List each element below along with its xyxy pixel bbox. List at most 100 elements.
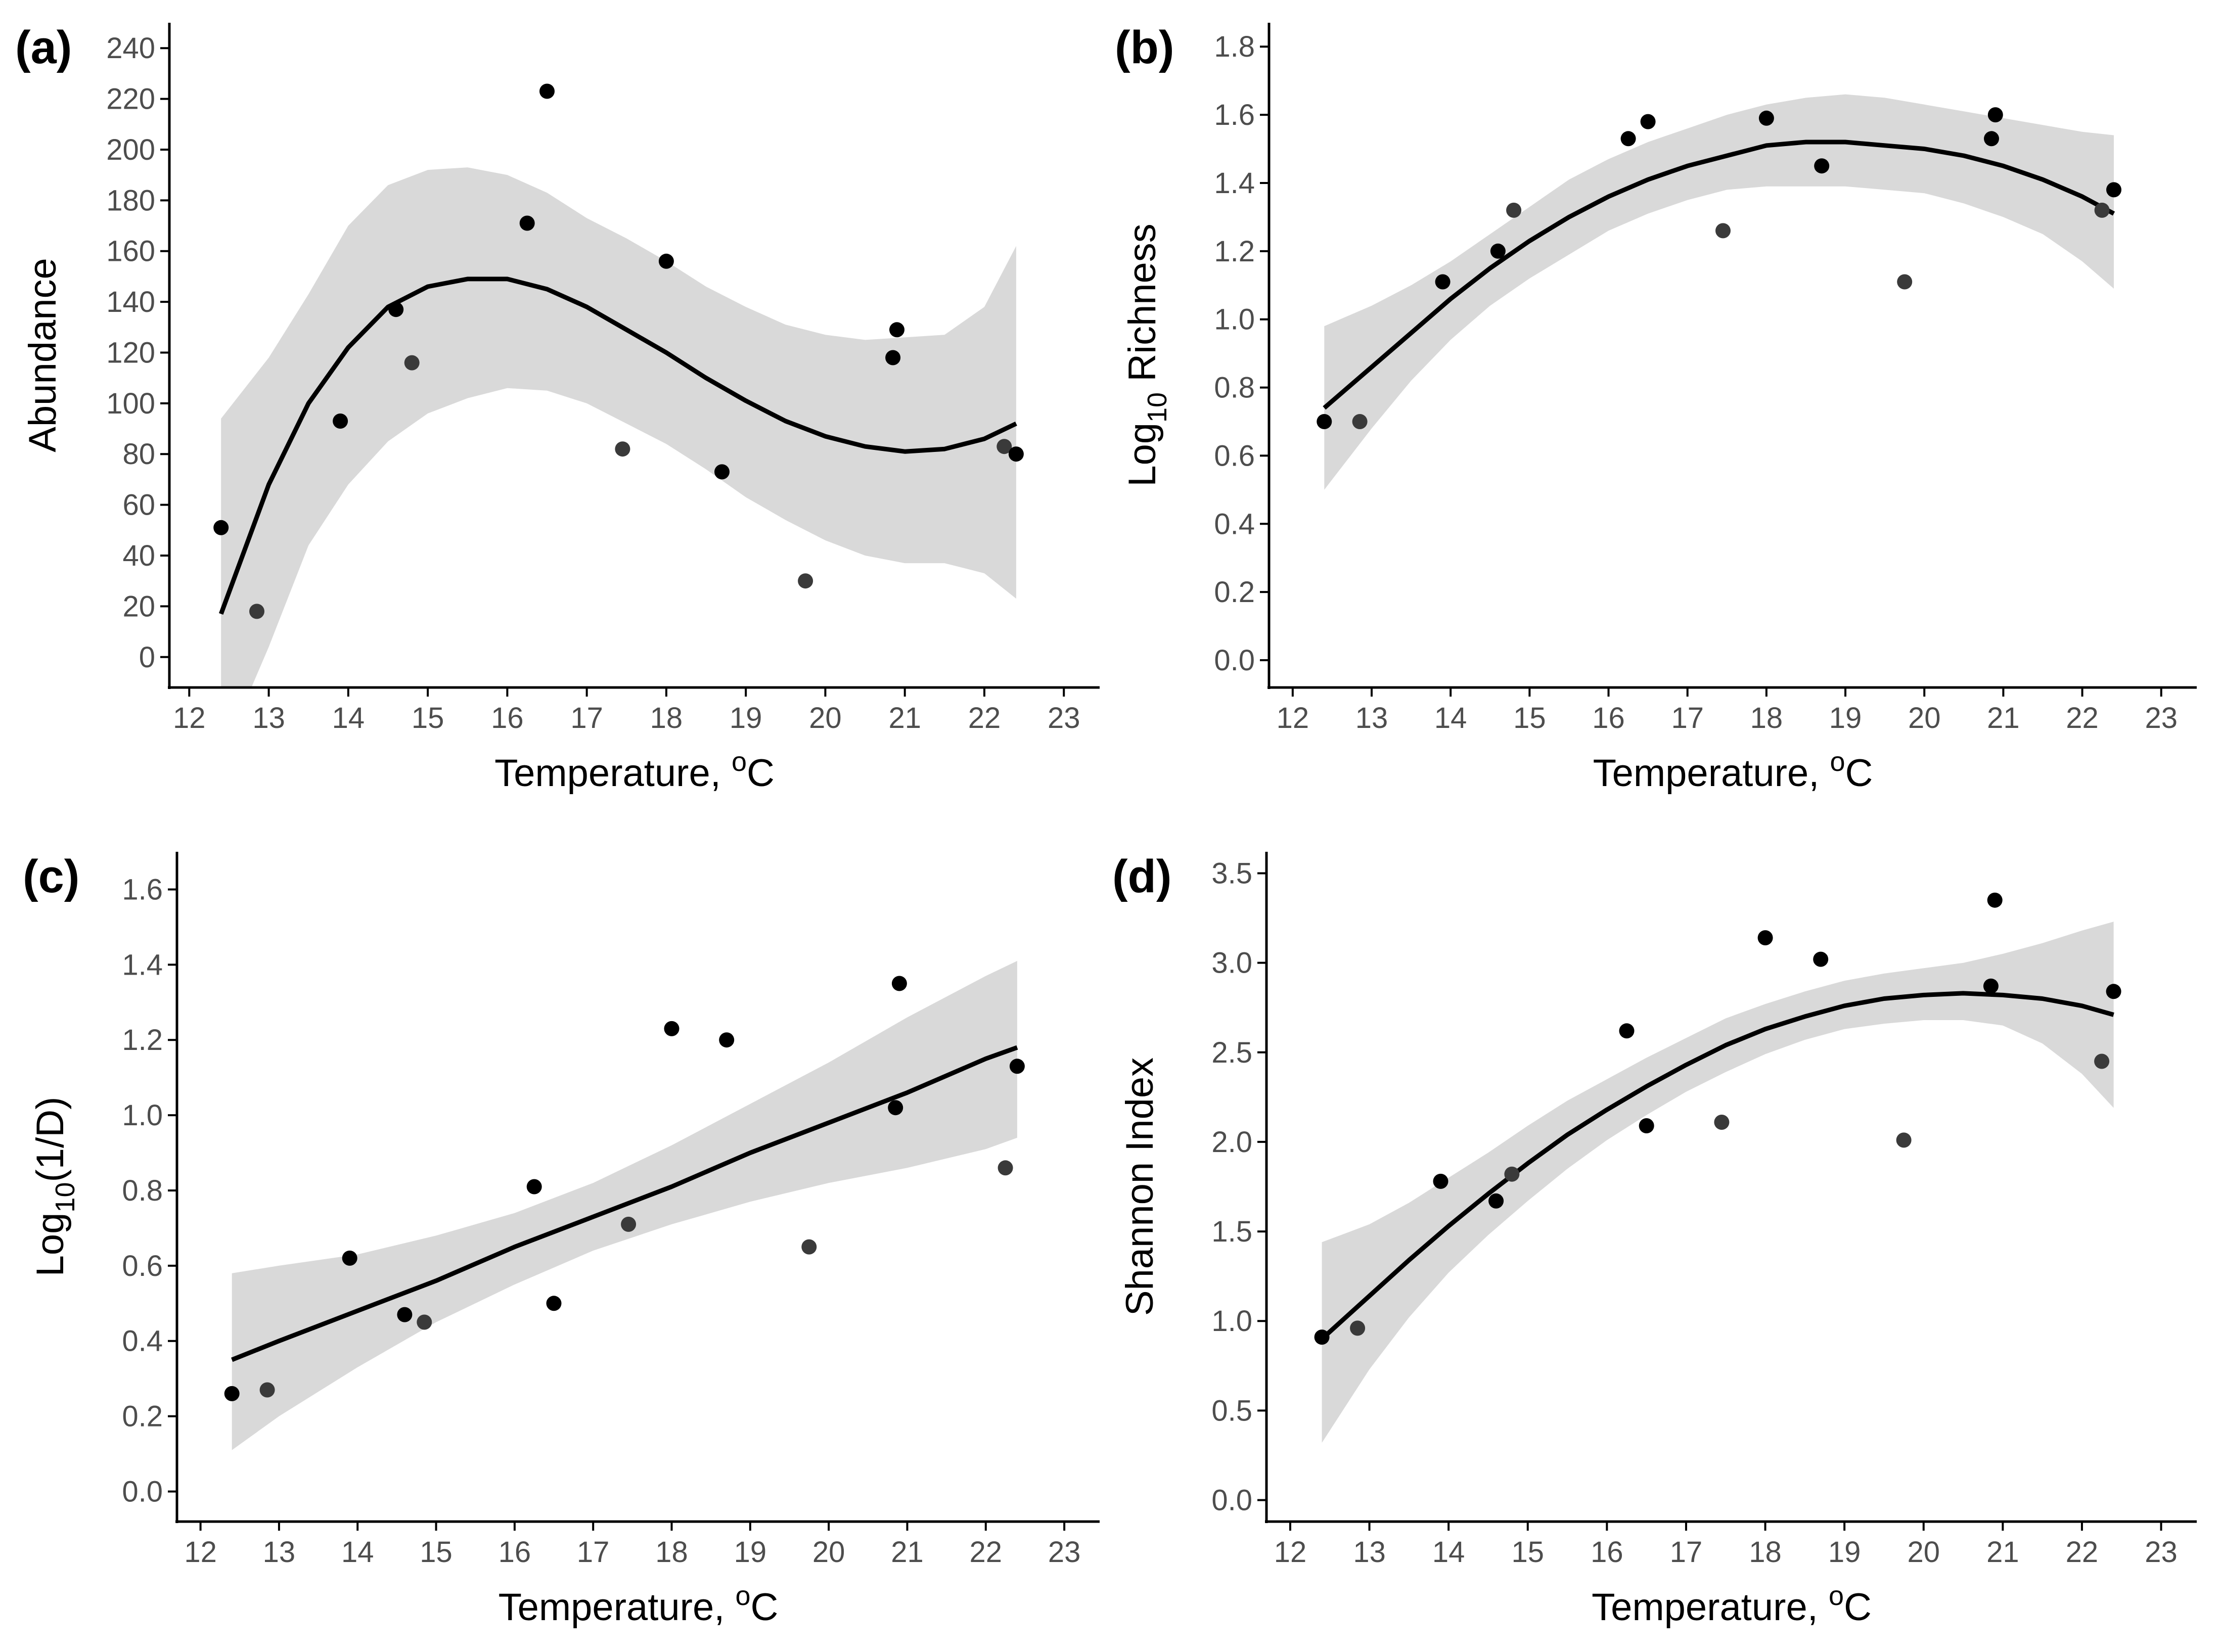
plot-area-a: [218, 167, 1017, 687]
data-point: [1314, 1329, 1330, 1345]
x-tick-label: 22: [2066, 702, 2099, 735]
y-tick-label: 0.6: [1214, 439, 1255, 472]
y-tick-label: 0: [139, 641, 155, 674]
x-axis-title-b: Temperature, oC: [1593, 747, 1873, 795]
data-point: [998, 1160, 1013, 1176]
y-axis-title-a: Abundance: [21, 258, 64, 452]
data-point: [798, 573, 813, 589]
x-tick-label: 18: [1750, 702, 1783, 735]
y-tick-label: 1.5: [1211, 1215, 1252, 1248]
data-point: [996, 439, 1012, 454]
y-tick-label: 0.4: [1214, 508, 1255, 540]
data-point: [404, 355, 420, 371]
x-tick-label: 12: [1277, 702, 1309, 735]
data-point: [519, 215, 535, 231]
plot-area-d: [1320, 922, 2114, 1443]
y-tick-label: 0.5: [1211, 1394, 1252, 1427]
data-point: [719, 1032, 735, 1048]
data-point: [224, 1386, 240, 1401]
x-tick-label: 23: [2145, 1536, 2178, 1569]
y-tick-label: 180: [106, 184, 155, 217]
y-axis-title-d: Shannon Index: [1118, 1058, 1161, 1316]
panel-label-d: (d): [1112, 851, 1171, 902]
data-point: [2094, 202, 2110, 218]
data-point: [2106, 182, 2121, 198]
y-tick-label: 160: [106, 235, 155, 268]
x-tick-label: 14: [1432, 1536, 1465, 1569]
data-point: [1490, 243, 1506, 259]
data-point: [2094, 1053, 2110, 1069]
data-point: [1983, 978, 1999, 994]
x-tick-label: 15: [420, 1536, 452, 1569]
x-tick-label: 22: [970, 1536, 1003, 1569]
data-point: [249, 604, 264, 619]
data-point: [1639, 1118, 1654, 1133]
fit-line-a: [218, 277, 1017, 615]
chart-panel-a: 12 13 14 15 16 17 18 19 20 21 22 23 0 20 40 60 80 100 120 1…: [15, 22, 1100, 795]
y-tick-label: 0.0: [1211, 1484, 1252, 1517]
y-tick-label: 240: [106, 32, 155, 65]
data-point: [259, 1382, 275, 1398]
y-tick-label: 0.8: [122, 1174, 163, 1207]
data-point: [388, 302, 404, 317]
data-point: [1619, 1023, 1635, 1039]
x-tick-label: 22: [2066, 1536, 2099, 1569]
confidence-band-d: [1322, 922, 2114, 1443]
y-tick-label: 1.0: [122, 1099, 163, 1132]
data-point: [714, 464, 730, 480]
data-point: [1984, 131, 1999, 147]
data-point: [546, 1296, 562, 1311]
data-point: [1640, 114, 1656, 129]
y-tick-label: 3.5: [1211, 857, 1252, 890]
y-axis-title-c: Log10(1/D): [29, 1097, 80, 1277]
x-axis-title-d: Temperature, oC: [1592, 1581, 1872, 1629]
data-point: [888, 1100, 903, 1116]
data-point: [333, 414, 348, 429]
y-tick-label: 60: [122, 489, 155, 522]
x-tick-label: 19: [1828, 1536, 1861, 1569]
x-tick-label: 21: [1987, 702, 2020, 735]
x-tick-label: 19: [734, 1536, 767, 1569]
data-point: [801, 1239, 817, 1255]
x-tick-label: 23: [2145, 702, 2178, 735]
data-point: [658, 253, 674, 269]
x-tick-label: 13: [1355, 702, 1388, 735]
x-tick-label: 13: [1353, 1536, 1386, 1569]
panel-label-c: (c): [23, 851, 79, 902]
x-tick-label: 16: [491, 702, 524, 735]
y-tick-label: 220: [106, 83, 155, 116]
x-tick-label: 17: [1670, 1536, 1703, 1569]
y-tick-label: 0.2: [122, 1400, 163, 1433]
data-point: [621, 1216, 637, 1232]
x-tick-label: 12: [184, 1536, 217, 1569]
data-point: [1814, 158, 1830, 174]
x-tick-label: 14: [341, 1536, 374, 1569]
data-point: [342, 1250, 357, 1266]
y-tick-label: 40: [122, 539, 155, 572]
y-tick-label: 1.2: [1214, 235, 1255, 268]
y-tick-label: 2.5: [1211, 1036, 1252, 1069]
x-tick-label: 18: [655, 1536, 688, 1569]
data-point: [1896, 1132, 1912, 1148]
x-tick-label: 13: [263, 1536, 296, 1569]
fit-line-c: [231, 1045, 1018, 1362]
x-axis-title-a: Temperature, oC: [494, 747, 775, 795]
data-point: [526, 1179, 542, 1195]
data-point: [1620, 131, 1636, 147]
x-tick-label: 15: [1512, 1536, 1545, 1569]
y-tick-label: 140: [106, 286, 155, 318]
y-tick-label: 1.6: [1214, 99, 1255, 131]
y-tick-label: 80: [122, 438, 155, 471]
data-point: [1435, 274, 1451, 290]
x-tick-label: 18: [650, 702, 683, 735]
panel-label-b: (b): [1115, 22, 1174, 73]
x-tick-label: 14: [1434, 702, 1467, 735]
data-point: [1488, 1193, 1504, 1209]
x-tick-label: 17: [1671, 702, 1704, 735]
y-tick-label: 3.0: [1211, 947, 1252, 980]
x-tick-label: 16: [1591, 1536, 1623, 1569]
chart-panel-d: 12 13 14 15 16 17 18 19 20 21 22 23 0.0 0.5 1.0 1.5 2.0 2…: [1112, 851, 2197, 1629]
y-tick-label: 0.6: [122, 1250, 163, 1282]
x-tick-label: 18: [1749, 1536, 1782, 1569]
